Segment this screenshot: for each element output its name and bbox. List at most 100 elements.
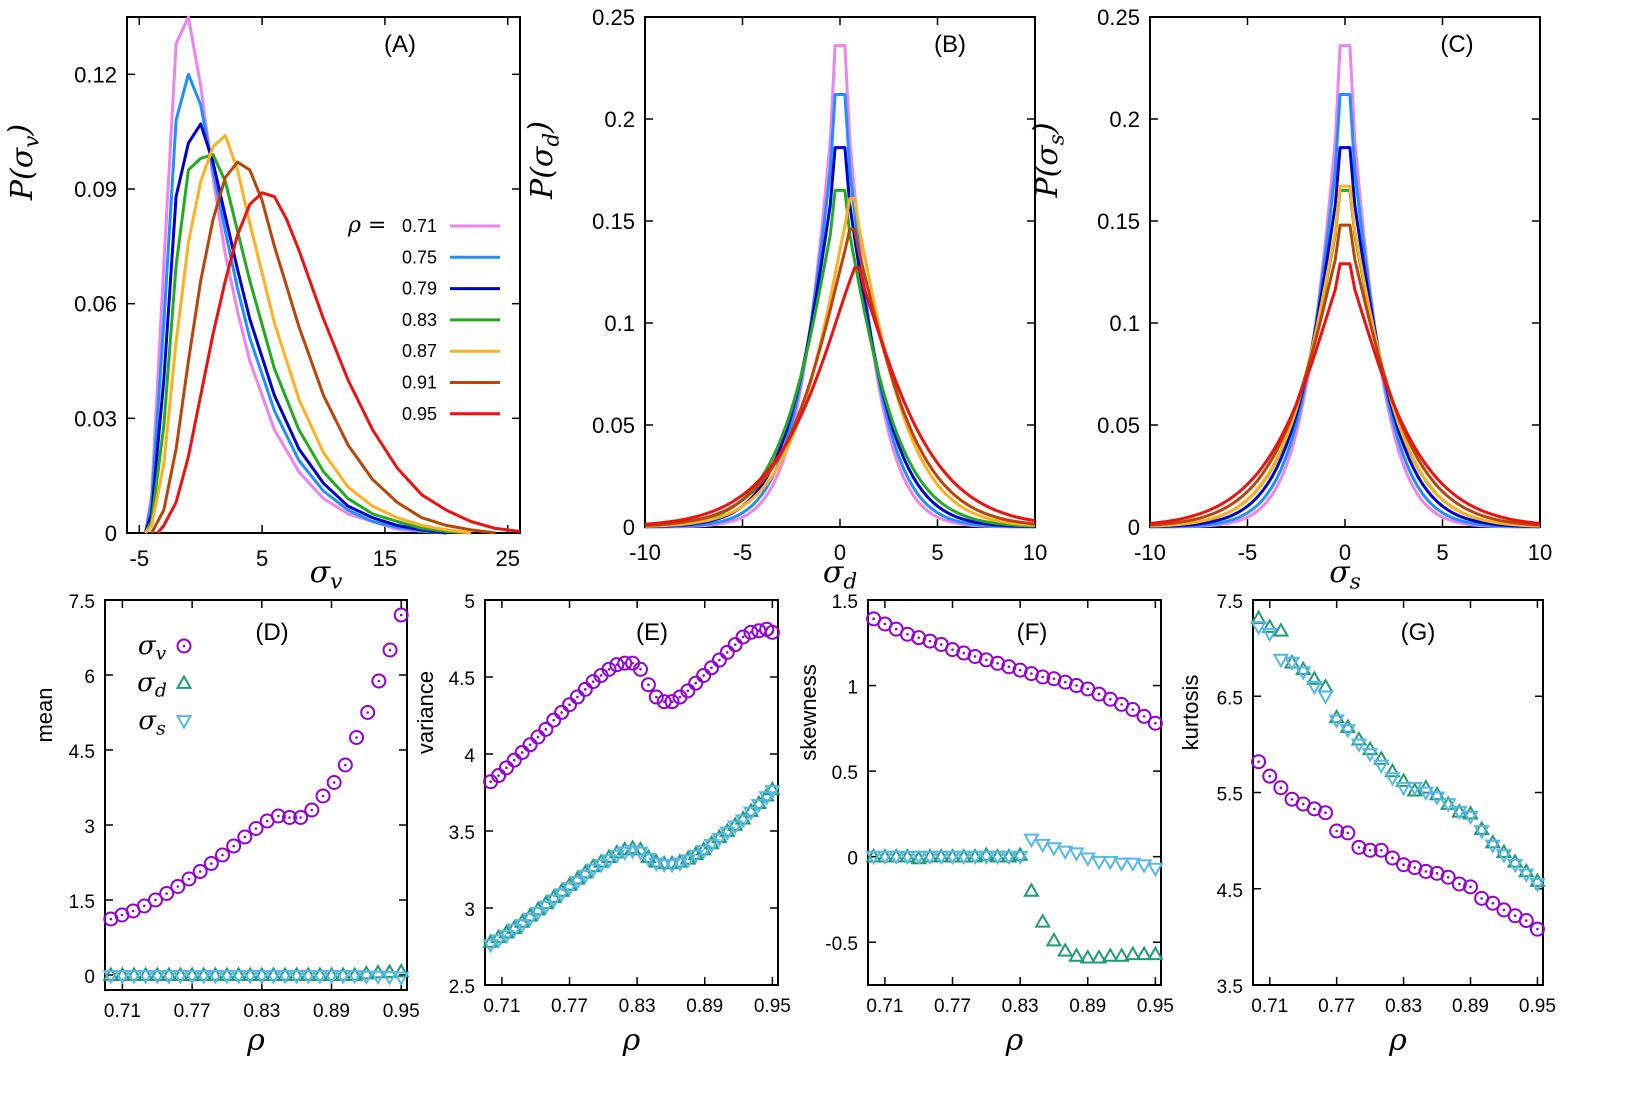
legend-label-sigma_d: σd — [137, 668, 167, 702]
marker-sigma_v-dot — [1379, 848, 1383, 852]
marker-sigma_v-dot — [497, 774, 500, 777]
marker-sigma_s — [989, 850, 1006, 866]
marker-sigma_d — [358, 964, 375, 980]
marker-sigma_v — [764, 624, 780, 640]
marker-sigma_s — [944, 850, 961, 866]
marker-sigma_d — [149, 966, 166, 981]
legend-label-sigma_v: σv — [138, 631, 167, 665]
marker-sigma_v — [696, 667, 712, 683]
marker-sigma_v — [382, 642, 398, 658]
series-line-rho-0.91 — [644, 227, 1036, 528]
y-tick-label: 0.09 — [74, 177, 117, 202]
x-tick-label: 5 — [931, 540, 943, 565]
marker-sigma_s — [1384, 772, 1401, 787]
y-tick-label: 0.06 — [74, 292, 117, 317]
marker-sigma_s — [358, 970, 375, 986]
legend-marker-sigma_s — [175, 715, 193, 730]
x-axis-label: ρ — [1005, 1023, 1024, 1058]
x-tick-label: 0 — [834, 540, 846, 565]
marker-sigma_v-dot — [883, 622, 887, 626]
marker-sigma_v-dot — [528, 743, 532, 747]
marker-sigma_s — [482, 939, 499, 954]
x-tick-label: 0.95 — [383, 1001, 420, 1022]
marker-sigma_s — [1283, 656, 1301, 672]
marker-sigma_v-dot — [321, 794, 325, 798]
y-tick-label: 3.5 — [449, 823, 475, 844]
marker-sigma_v — [293, 810, 309, 825]
marker-sigma_d — [160, 966, 178, 981]
marker-sigma_s — [1000, 850, 1018, 866]
marker-sigma_d — [687, 845, 704, 860]
marker-sigma_s — [1406, 781, 1423, 797]
y-tick-label: 0.25 — [592, 5, 635, 30]
marker-sigma_s — [521, 912, 539, 928]
marker-sigma_v — [577, 681, 593, 697]
marker-sigma_v — [337, 757, 353, 773]
marker-sigma_v-dot — [277, 814, 280, 818]
marker-sigma_v-dot — [176, 885, 180, 888]
series-line-rho-0.95 — [644, 266, 1036, 526]
marker-sigma_s — [311, 970, 329, 985]
marker-sigma_s — [1090, 855, 1108, 871]
marker-sigma_v-dot — [377, 679, 381, 683]
x-tick-label: 0.83 — [619, 996, 656, 1017]
y-tick-label: 0 — [1128, 515, 1140, 540]
series-line-rho-0.71 — [1149, 44, 1541, 529]
marker-sigma_v-dot — [894, 627, 898, 631]
marker-sigma_d — [1079, 949, 1096, 964]
marker-sigma_d — [300, 966, 317, 981]
marker-sigma_s — [703, 838, 720, 854]
marker-sigma_d — [1395, 772, 1412, 787]
marker-sigma_s — [584, 863, 602, 879]
marker-sigma_d — [1250, 609, 1267, 625]
x-axis-label: ρ — [246, 1023, 265, 1058]
marker-sigma_v-dot — [1480, 897, 1483, 900]
panel-title: (G) — [1401, 619, 1436, 646]
marker-sigma_s — [545, 894, 562, 909]
y-tick-label: 3 — [464, 900, 475, 921]
marker-sigma_d — [241, 966, 259, 981]
marker-sigma_v — [349, 730, 365, 745]
y-tick-label: 0 — [84, 967, 95, 988]
series-line-rho-0.75 — [1149, 93, 1541, 529]
marker-sigma_v-dot — [962, 651, 966, 655]
x-tick-label: 0.71 — [866, 996, 903, 1017]
marker-sigma_s — [392, 971, 410, 987]
marker-sigma_v-dot — [1018, 668, 1022, 672]
marker-sigma_d — [1045, 931, 1063, 947]
y-tick-label: -0.5 — [825, 934, 858, 955]
marker-sigma_v — [1035, 669, 1051, 685]
marker-sigma_d — [114, 966, 131, 981]
marker-sigma_v-dot — [725, 651, 729, 654]
marker-sigma_v-dot — [718, 658, 721, 662]
marker-sigma_s — [921, 850, 939, 866]
marker-sigma_s — [719, 826, 736, 842]
marker-sigma_v — [554, 704, 570, 720]
marker-sigma_d — [137, 966, 154, 981]
marker-sigma_v-dot — [1041, 675, 1044, 679]
marker-sigma_v — [688, 675, 704, 691]
marker-sigma_v — [270, 808, 286, 824]
marker-sigma_s — [663, 859, 681, 874]
y-tick-label: 2.5 — [449, 977, 475, 998]
marker-sigma_v-dot — [872, 617, 875, 621]
marker-sigma_s — [276, 970, 294, 985]
y-tick-label: 4.5 — [69, 742, 95, 763]
marker-sigma_v — [304, 802, 320, 818]
marker-sigma_s — [1079, 852, 1096, 867]
x-tick-label: 10 — [1023, 540, 1047, 565]
marker-sigma_s — [899, 850, 916, 866]
marker-sigma_v-dot — [951, 648, 954, 651]
marker-sigma_v-dot — [1313, 807, 1316, 811]
marker-sigma_s — [955, 850, 973, 866]
series-line-rho-0.91 — [1149, 223, 1541, 527]
marker-sigma_v-dot — [1402, 863, 1405, 866]
marker-sigma_v — [315, 788, 331, 804]
marker-sigma_s — [1495, 849, 1513, 864]
marker-sigma_s — [529, 906, 547, 922]
marker-sigma_v-dot — [310, 808, 314, 812]
x-tick-label: 0.89 — [1069, 996, 1106, 1017]
marker-sigma_v-dot — [686, 689, 690, 693]
marker-sigma_v — [1318, 805, 1333, 821]
